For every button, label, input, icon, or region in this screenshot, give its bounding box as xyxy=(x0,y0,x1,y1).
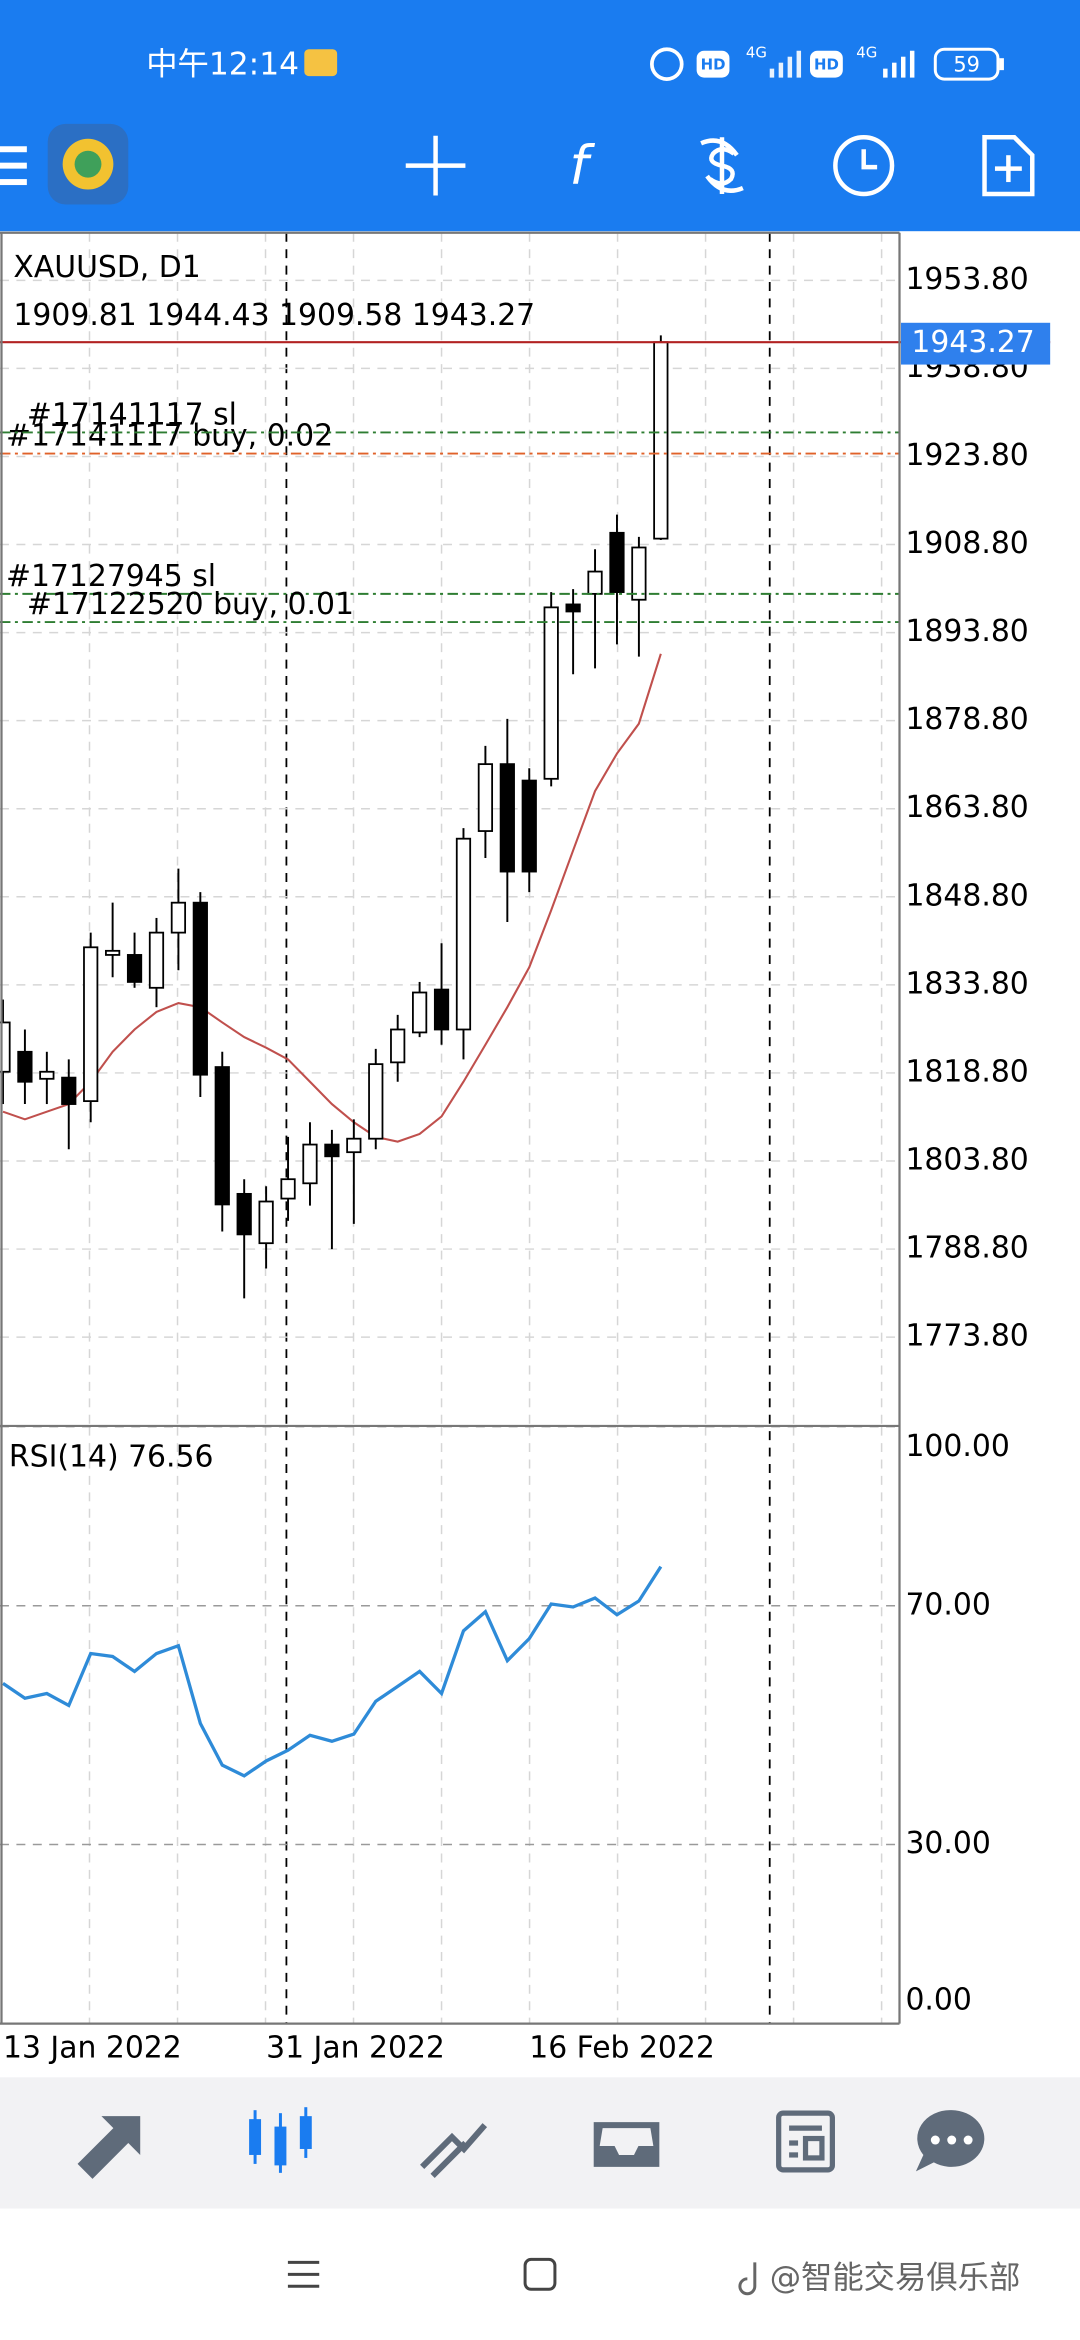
candle-body xyxy=(653,341,669,540)
ohlc-label: 1909.81 1944.43 1909.58 1943.27 xyxy=(13,298,535,333)
hd-badge xyxy=(696,50,730,78)
candle-body xyxy=(499,763,515,873)
candle-body xyxy=(412,991,428,1034)
candle-body xyxy=(192,901,208,1076)
current-price-label: 1943.27 xyxy=(911,325,1034,360)
candle-body xyxy=(368,1063,384,1140)
system-nav xyxy=(0,2208,1080,2340)
tab-news[interactable] xyxy=(776,2110,835,2173)
watermark: @智能交易俱乐部 xyxy=(770,2260,1021,2296)
tab-chart[interactable] xyxy=(249,2107,312,2173)
y-tick-label: 1848.80 xyxy=(905,878,1028,913)
candle-body xyxy=(83,946,99,1103)
timeframe-button[interactable] xyxy=(833,135,895,197)
battery xyxy=(933,47,1000,81)
y-tick-label: 1953.80 xyxy=(905,262,1028,297)
candle-body xyxy=(521,779,537,873)
candle-body xyxy=(148,931,165,989)
rsi-title: RSI(14) 76.56 xyxy=(9,1440,214,1475)
x-tick-label: 13 Jan 2022 xyxy=(3,2030,182,2065)
candle-body xyxy=(214,1066,230,1206)
hd-label: HD xyxy=(814,56,839,74)
y-tick-label: 1773.80 xyxy=(905,1319,1028,1354)
y-tick-label: 1908.80 xyxy=(905,526,1028,561)
trade-button[interactable] xyxy=(700,137,744,195)
new-order-button[interactable] xyxy=(982,135,1035,197)
candle-body xyxy=(587,570,603,595)
tab-bar xyxy=(0,2077,1080,2209)
candle-body xyxy=(477,763,494,832)
crosshair-button[interactable] xyxy=(405,135,466,196)
app-logo-inner xyxy=(74,150,102,178)
current-price-box xyxy=(900,322,1051,365)
mail-icon xyxy=(304,49,338,77)
candle-body xyxy=(280,1178,296,1200)
x-tick-label: 31 Jan 2022 xyxy=(266,2030,445,2065)
candle-body xyxy=(105,949,121,956)
y-tick-label: 1923.80 xyxy=(905,438,1028,473)
status-time: 中午12:14 xyxy=(146,47,299,83)
candle-body xyxy=(565,603,581,613)
candle-body xyxy=(324,1143,340,1158)
candle-body xyxy=(455,837,472,1031)
y-tick-label: 1818.80 xyxy=(905,1054,1028,1089)
network-label: 4G xyxy=(746,44,767,62)
chart-symbol: XAUUSD, D1 xyxy=(13,250,200,285)
y-tick-label: 70.00 xyxy=(905,1587,990,1622)
watermark-logo xyxy=(738,2262,757,2296)
network-label: 4G xyxy=(856,44,877,62)
y-tick-label: 1788.80 xyxy=(905,1231,1028,1266)
order-label: #17122520 buy, 0.01 xyxy=(27,587,354,622)
y-tick-label: 1803.80 xyxy=(905,1142,1028,1177)
y-tick-label: 100.00 xyxy=(905,1429,1009,1464)
candle-body xyxy=(543,606,559,780)
y-tick-label: 1878.80 xyxy=(905,702,1028,737)
battery-tip xyxy=(999,58,1004,71)
candle-body xyxy=(170,901,187,934)
candle-body xyxy=(0,1021,11,1073)
candle-body xyxy=(390,1028,406,1064)
tab-history[interactable] xyxy=(593,2122,660,2167)
order-label: #17141117 sl xyxy=(27,397,237,432)
tab-trade[interactable] xyxy=(420,2123,488,2178)
hd-label: HD xyxy=(701,56,726,74)
candle-body xyxy=(346,1137,362,1154)
chart: 1773.80 1788.80 1803.80 1818.80 1833.80 1848.… xyxy=(0,231,1051,2065)
candle-body xyxy=(61,1076,77,1105)
tab-chat[interactable] xyxy=(915,2110,985,2172)
y-tick-label: 1863.80 xyxy=(905,790,1028,825)
tab-quotes[interactable] xyxy=(77,2116,141,2179)
y-tick-label: 1893.80 xyxy=(905,614,1028,649)
nav-home[interactable] xyxy=(523,2257,557,2291)
candle-body xyxy=(609,531,625,594)
x-tick-label: 16 Feb 2022 xyxy=(529,2030,715,2065)
candle-body xyxy=(631,546,647,601)
y-tick-label: 30.00 xyxy=(905,1826,990,1861)
hd-badge xyxy=(810,50,843,78)
candle-body xyxy=(39,1070,55,1080)
order-label: #17141117 buy, 0.02 xyxy=(6,419,333,454)
candle-body xyxy=(17,1050,33,1083)
nav-menu[interactable] xyxy=(287,2260,320,2288)
signal-bars xyxy=(769,50,802,78)
menu-button[interactable] xyxy=(0,146,27,186)
candle-body xyxy=(126,954,143,983)
alarm-icon xyxy=(650,47,684,81)
signal-bars xyxy=(883,50,915,78)
header xyxy=(0,0,1080,232)
candle-body xyxy=(302,1143,318,1185)
candle-body xyxy=(236,1192,252,1236)
moving-average xyxy=(2,653,662,1143)
order-label: #17127945 sl xyxy=(6,559,216,594)
y-tick-label: 0.00 xyxy=(905,1983,971,2018)
rsi-line xyxy=(2,1565,663,1778)
battery-level: 59 xyxy=(953,53,980,77)
candle-body xyxy=(258,1200,274,1245)
candle-body xyxy=(433,988,450,1031)
y-tick-label: 1833.80 xyxy=(905,966,1028,1001)
